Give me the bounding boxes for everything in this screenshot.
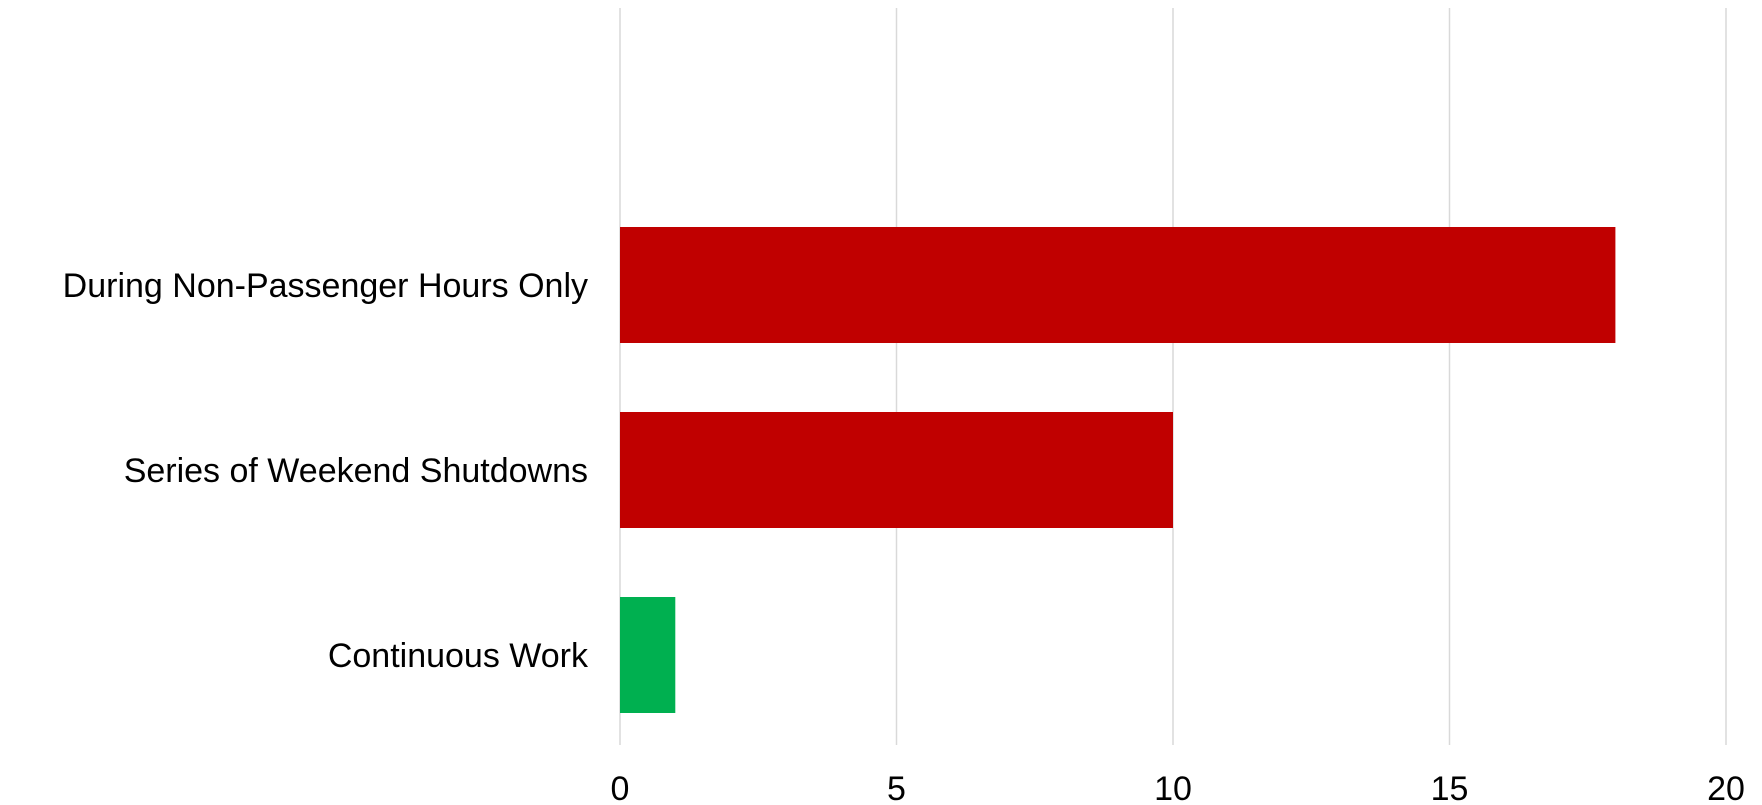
category-label-during-non-passenger-hours-only: During Non-Passenger Hours Only bbox=[63, 267, 588, 305]
category-label-continuous-work: Continuous Work bbox=[328, 637, 589, 675]
bar-during-non-passenger-hours-only bbox=[620, 227, 1616, 343]
category-label-series-of-weekend-shutdowns: Series of Weekend Shutdowns bbox=[124, 452, 588, 490]
bar-continuous-work bbox=[620, 597, 676, 713]
bar-series-of-weekend-shutdowns bbox=[620, 412, 1173, 528]
x-tick-label-15: 15 bbox=[1431, 770, 1469, 805]
x-tick-label-0: 0 bbox=[611, 770, 630, 805]
category-labels: During Non-Passenger Hours Only Series of… bbox=[63, 267, 589, 675]
x-tick-label-10: 10 bbox=[1154, 770, 1192, 805]
bars bbox=[620, 227, 1616, 713]
x-axis-tick-labels: 0 5 10 15 20 bbox=[611, 770, 1745, 805]
gridlines bbox=[619, 8, 1727, 745]
x-tick-label-5: 5 bbox=[887, 770, 906, 805]
x-tick-label-20: 20 bbox=[1707, 770, 1745, 805]
